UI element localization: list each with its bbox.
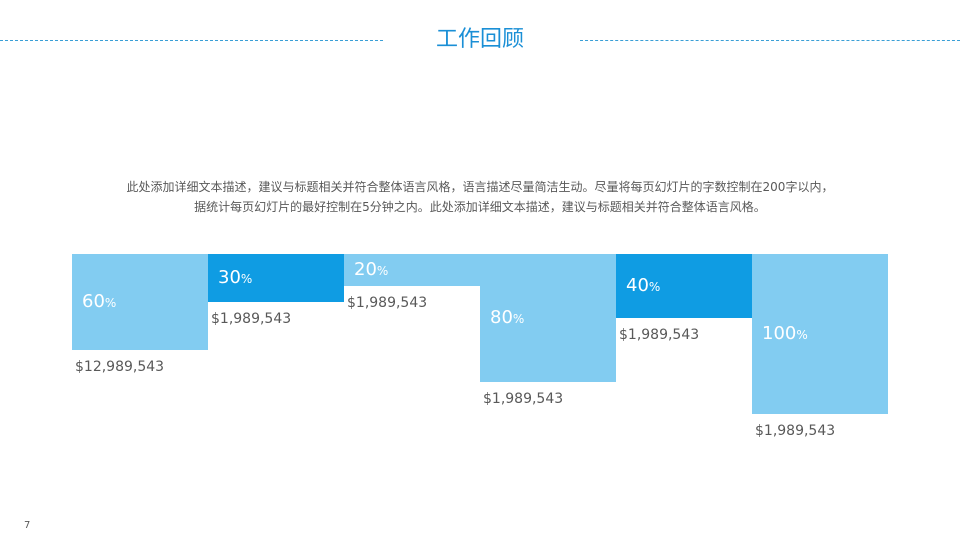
bar-5 [616,254,752,318]
percent-unit: % [648,280,661,294]
bar-6 [752,254,888,414]
bar-2 [208,254,344,302]
amount-label-2: $1,989,543 [211,311,292,327]
percent-value: 30 [218,267,241,288]
page-number: 7 [24,520,31,531]
percent-value: 40 [626,275,649,296]
percent-value: 80 [490,307,513,328]
percent-value: 60 [82,291,105,312]
amount-label-4: $1,989,543 [483,391,564,407]
percent-label-1: 60% [82,291,116,314]
percent-label-6: 100% [762,323,808,346]
bar-3 [344,254,480,286]
percent-value: 20 [354,259,377,280]
amount-label-3: $1,989,543 [347,295,428,311]
slide-description: 此处添加详细文本描述，建议与标题相关并符合整体语言风格，语言描述尽量简洁生动。尽… [40,177,920,217]
description-line-1: 此处添加详细文本描述，建议与标题相关并符合整体语言风格，语言描述尽量简洁生动。尽… [126,180,834,194]
percent-label-4: 80% [490,307,524,330]
slide-title: 工作回顾 [435,27,524,52]
bar-1 [72,254,208,350]
description-line-2: 据统计每页幻灯片的最好控制在5分钟之内。此处添加详细文本描述，建议与标题相关并符… [194,200,766,214]
amount-label-1: $12,989,543 [75,359,165,375]
amount-label-6: $1,989,543 [755,423,836,439]
amount-label-5: $1,989,543 [619,327,700,343]
percent-unit: % [796,328,808,342]
percent-unit: % [512,312,525,326]
percent-label-3: 20% [354,259,388,282]
percent-unit: % [104,296,117,310]
header-divider-left [0,40,383,41]
percent-label-5: 40% [626,275,660,298]
percent-unit: % [240,272,253,286]
percent-label-2: 30% [218,267,252,290]
percent-value: 100 [762,323,797,344]
header-divider-right [580,40,960,41]
percent-unit: % [376,264,389,278]
bar-4 [480,254,616,382]
